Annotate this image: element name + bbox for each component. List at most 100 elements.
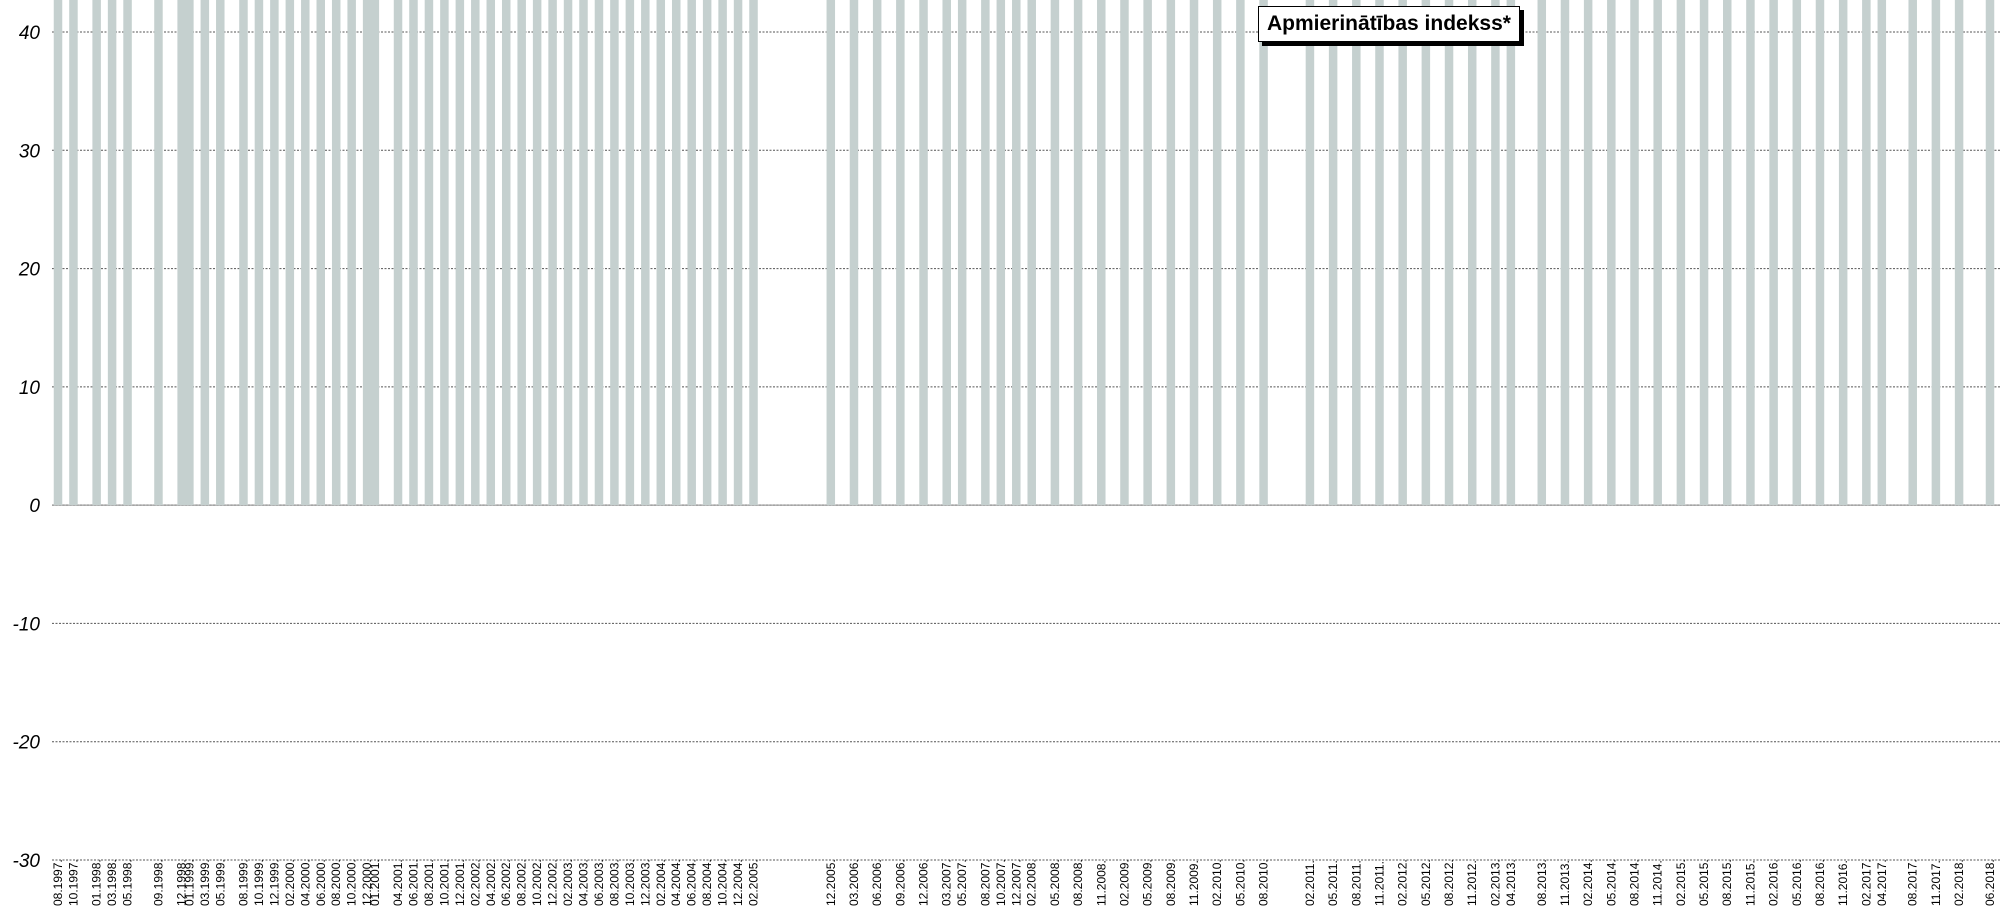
bar — [1073, 0, 1083, 506]
x-tick-label: 02.2018. — [1952, 859, 1966, 906]
bar — [1653, 0, 1662, 506]
y-tick-label: -30 — [13, 851, 41, 872]
bar — [702, 0, 712, 506]
bar — [1699, 0, 1709, 506]
bar — [1259, 0, 1268, 506]
x-tick-label: 11.2013. — [1558, 860, 1572, 906]
x-tick-label: 08.2003. — [607, 859, 621, 906]
bar — [1583, 0, 1593, 506]
bar — [1931, 0, 1941, 506]
x-tick-label: 10.2007. — [994, 859, 1008, 906]
bar — [610, 0, 619, 506]
bar — [1212, 0, 1222, 506]
x-tick-label: 08.1999. — [236, 859, 250, 906]
x-tick-label: 02.2004. — [654, 859, 668, 906]
x-tick-label: 08.2017. — [1906, 859, 1920, 906]
y-tick-label: -20 — [13, 733, 41, 754]
bar — [1097, 0, 1106, 506]
bar — [733, 0, 743, 506]
bar — [362, 0, 372, 506]
x-tick-label: 02.2016. — [1767, 859, 1781, 906]
x-tick-label: 05.2008. — [1048, 859, 1062, 906]
bar — [996, 0, 1006, 506]
bar — [301, 0, 310, 506]
x-tick-label: 01.1998. — [90, 859, 104, 906]
x-tick-label: 08.2013. — [1535, 859, 1549, 906]
bar — [641, 0, 650, 506]
bar — [370, 0, 380, 506]
bar — [896, 0, 905, 506]
bar — [1236, 0, 1245, 506]
bar — [1908, 0, 1917, 506]
x-tick-label: 08.1997. — [51, 859, 65, 906]
x-tick-label: 02.2010. — [1210, 859, 1224, 906]
bar — [1352, 0, 1361, 506]
x-tick-label: 12.2001. — [453, 859, 467, 906]
x-tick-label: 05.2015. — [1697, 859, 1711, 906]
x-tick-label: 10.2001. — [437, 859, 451, 906]
x-tick-label: 12.2003. — [638, 859, 652, 906]
bar — [1722, 0, 1732, 506]
x-tick-label: 02.2002. — [468, 859, 482, 906]
bar — [594, 0, 604, 506]
x-tick-label: 05.2010. — [1233, 859, 1247, 906]
bar — [1537, 0, 1547, 506]
bar — [331, 0, 341, 506]
bar — [942, 0, 951, 506]
y-tick-label: 30 — [19, 141, 41, 162]
x-tick-label: 09.2006. — [893, 859, 907, 906]
y-tick-label: 0 — [29, 496, 40, 517]
x-tick-label: 08.2008. — [1071, 859, 1085, 906]
x-tick-label: 02.2009. — [1117, 859, 1131, 906]
y-axis: 40 30 20 10 0 -10 -20 -30 — [13, 23, 41, 872]
x-tick-label: 05.2016. — [1790, 859, 1804, 906]
x-tick-label: 06.2006. — [870, 859, 884, 906]
bar — [200, 0, 210, 506]
x-tick-label: 05.2007. — [955, 859, 969, 906]
bar — [849, 0, 859, 506]
x-tick-label: 12.2007. — [1009, 859, 1023, 906]
bar — [1815, 0, 1825, 506]
x-tick-label: 02.2003. — [561, 859, 575, 906]
x-tick-label: 08.2007. — [978, 859, 992, 906]
bar — [1607, 0, 1616, 506]
bar — [424, 0, 434, 506]
x-tick-label: 05.2009. — [1141, 859, 1155, 906]
bar — [501, 0, 511, 506]
bar — [826, 0, 836, 506]
bar — [1166, 0, 1176, 506]
x-tick-label: 11.2016. — [1836, 860, 1850, 906]
bar — [471, 0, 480, 506]
bar — [1328, 0, 1338, 506]
x-tick-label: 02.2017. — [1859, 859, 1873, 906]
x-tick-label: 06.2002. — [499, 859, 513, 906]
bar — [92, 0, 101, 506]
bar — [1050, 0, 1060, 506]
x-tick-label: 11.2012. — [1465, 860, 1479, 906]
bar — [1560, 0, 1570, 506]
bar — [440, 0, 449, 506]
x-tick-label: 08.2012. — [1442, 859, 1456, 906]
bar — [749, 0, 758, 506]
x-tick-label: 12.2002. — [546, 859, 560, 906]
x-tick-label: 02.2012. — [1396, 859, 1410, 906]
x-tick-label: 05.2012. — [1419, 859, 1433, 906]
bar — [1375, 0, 1384, 506]
bar — [517, 0, 526, 506]
bar — [718, 0, 727, 506]
y-tick-label: 20 — [18, 260, 41, 281]
x-tick-label: 03.2006. — [847, 859, 861, 906]
bar — [123, 0, 132, 506]
bar — [1421, 0, 1431, 506]
x-tick-label: 12.2004. — [731, 859, 745, 906]
bar — [1792, 0, 1802, 506]
x-tick-label: 02.2008. — [1025, 859, 1039, 906]
x-tick-label: 05.2011. — [1326, 860, 1340, 906]
bar — [107, 0, 117, 506]
bar — [1769, 0, 1778, 506]
x-tick-label: 08.2011. — [1349, 860, 1363, 906]
bar — [285, 0, 295, 506]
x-tick-label: 12.2006. — [917, 859, 931, 906]
x-tick-label: 05.1998. — [121, 859, 135, 906]
bar — [1120, 0, 1129, 506]
